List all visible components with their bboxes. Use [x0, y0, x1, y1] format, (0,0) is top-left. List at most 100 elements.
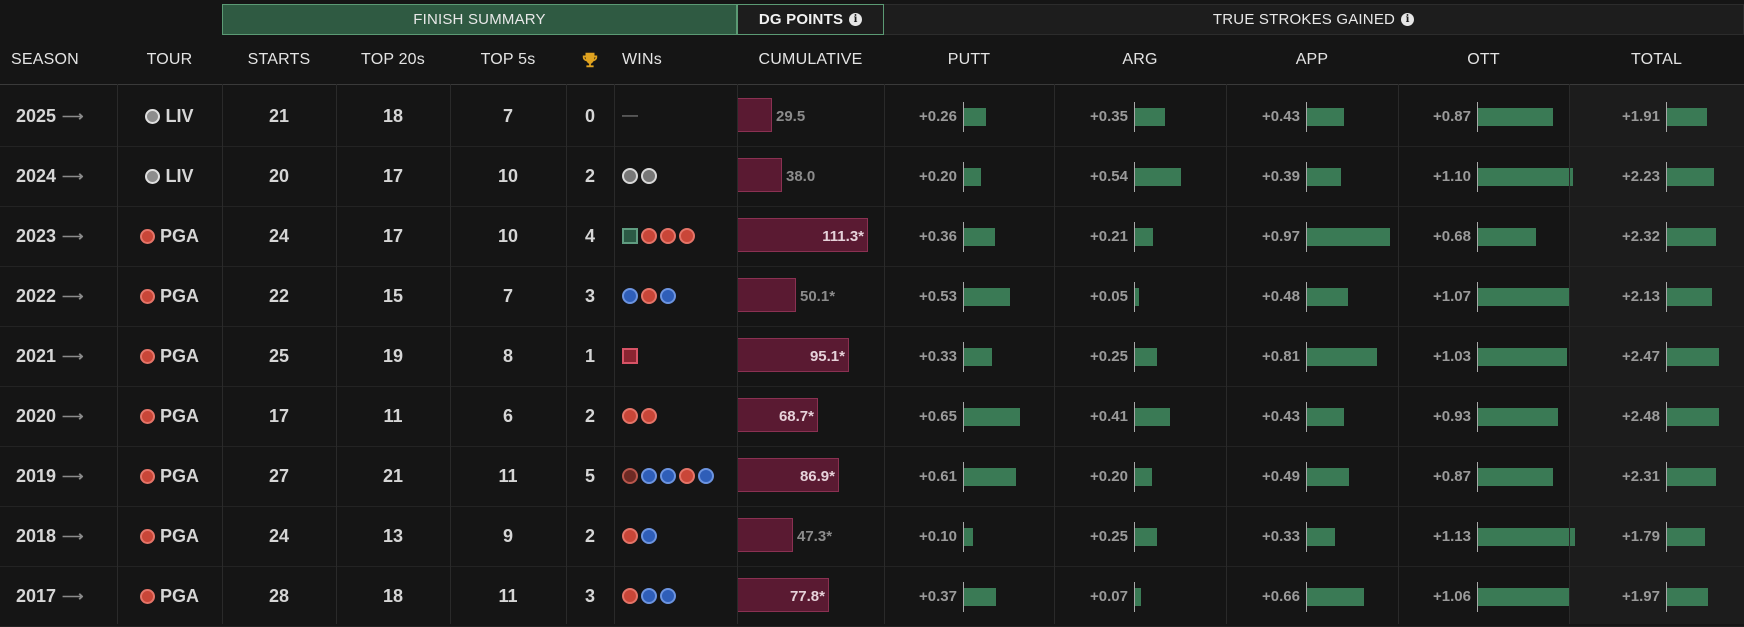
arrow-right-icon[interactable]: ⟶	[62, 108, 84, 125]
putt-value: +0.20	[919, 167, 957, 185]
col-cumulative[interactable]: CUMULATIVE	[758, 51, 863, 68]
true-strokes-gained-header[interactable]: TRUE STROKES GAINED i	[884, 4, 1744, 35]
win-marker-icon[interactable]	[641, 588, 657, 604]
table-row[interactable]: 2019 ⟶ PGA 27 21 11 5 86.9* +0.61 +0.20 +0.49 +0.87…	[0, 446, 1744, 507]
col-wins[interactable]: WINs	[622, 51, 662, 68]
table-row[interactable]: 2024 ⟶ LIV 20 17 10 2 38.0 +0.20 +0.54 +0.39 +1.10 +…	[0, 146, 1744, 207]
col-arg[interactable]: ARG	[1122, 51, 1158, 68]
arrow-right-icon[interactable]: ⟶	[62, 528, 84, 545]
win-marker-icon[interactable]	[641, 288, 657, 304]
finish-summary-label: FINISH SUMMARY	[413, 11, 546, 28]
total-bar	[1667, 588, 1708, 606]
win-marker-icon[interactable]	[622, 528, 638, 544]
top5-value: 10	[497, 225, 519, 246]
dg-points-cell: 111.3*	[737, 206, 884, 266]
arrow-right-icon[interactable]: ⟶	[62, 228, 84, 245]
col-season[interactable]: SEASON	[11, 51, 79, 68]
win-marker-icon[interactable]	[641, 168, 657, 184]
col-starts[interactable]: STARTS	[247, 51, 311, 68]
col-app[interactable]: APP	[1295, 51, 1329, 68]
total-axis	[1666, 462, 1667, 492]
win-marker-icon[interactable]	[622, 348, 638, 364]
wins-count: 1	[584, 345, 595, 366]
putt-axis	[963, 222, 964, 252]
finish-summary-header[interactable]: FINISH SUMMARY	[222, 4, 737, 35]
dg-points-cell: 38.0	[737, 146, 884, 206]
season-cell[interactable]: 2022 ⟶	[0, 266, 117, 326]
tour-label: PGA	[159, 285, 199, 306]
season-cell[interactable]: 2024 ⟶	[0, 146, 117, 206]
season-cell[interactable]: 2020 ⟶	[0, 386, 117, 446]
col-putt[interactable]: PUTT	[947, 51, 991, 68]
putt-value: +0.26	[919, 107, 957, 125]
win-markers	[614, 566, 737, 626]
total-bar	[1667, 528, 1705, 546]
col-total[interactable]: TOTAL	[1630, 51, 1683, 68]
win-marker-icon[interactable]	[679, 228, 695, 244]
tour-dot-icon	[145, 108, 161, 124]
info-icon[interactable]: i	[1401, 13, 1415, 26]
arrow-right-icon[interactable]: ⟶	[62, 588, 84, 605]
win-marker-icon[interactable]	[660, 468, 676, 484]
top20-value: 17	[382, 225, 404, 246]
season-year: 2023	[16, 225, 57, 246]
ott-bar	[1478, 528, 1575, 546]
win-marker-icon[interactable]	[622, 228, 638, 244]
win-marker-icon[interactable]	[660, 228, 676, 244]
season-cell[interactable]: 2025 ⟶	[0, 86, 117, 146]
season-cell[interactable]: 2019 ⟶	[0, 446, 117, 506]
win-marker-icon[interactable]	[660, 588, 676, 604]
dg-points-header[interactable]: DG POINTS i	[737, 4, 884, 35]
ott-value: +1.07	[1433, 287, 1471, 305]
win-marker-icon[interactable]	[622, 588, 638, 604]
table-row[interactable]: 2020 ⟶ PGA 17 11 6 2 68.7* +0.65 +0.41 +0.43 +0.93 +…	[0, 386, 1744, 447]
win-marker-icon[interactable]	[622, 168, 638, 184]
arrow-right-icon[interactable]: ⟶	[62, 468, 84, 485]
season-cell[interactable]: 2018 ⟶	[0, 506, 117, 566]
win-marker-icon[interactable]	[622, 408, 638, 424]
column-divider	[1398, 84, 1399, 624]
ott-value: +1.13	[1433, 527, 1471, 545]
col-tour[interactable]: TOUR	[146, 51, 193, 68]
arrow-right-icon[interactable]: ⟶	[62, 288, 84, 305]
win-marker-icon[interactable]	[622, 288, 638, 304]
win-marker-icon[interactable]	[641, 468, 657, 484]
win-marker-icon[interactable]	[641, 408, 657, 424]
table-row[interactable]: 2018 ⟶ PGA 24 13 9 2 47.3* +0.10 +0.25 +0.33 +1.13 +…	[0, 506, 1744, 567]
putt-value: +0.37	[919, 587, 957, 605]
col-top20[interactable]: TOP 20s	[361, 51, 425, 68]
app-axis	[1306, 222, 1307, 252]
trophy-icon[interactable]	[566, 36, 614, 84]
ott-bar	[1478, 468, 1553, 486]
win-marker-icon[interactable]	[641, 528, 657, 544]
col-top5[interactable]: TOP 5s	[480, 51, 536, 68]
top20-value: 11	[383, 405, 403, 426]
win-marker-icon[interactable]	[622, 468, 638, 484]
dg-points-value: 47.3*	[797, 527, 833, 545]
table-row[interactable]: 2023 ⟶ PGA 24 17 10 4 111.3* +0.36 +0.21 +0.97 +0.6…	[0, 206, 1744, 267]
table-row[interactable]: 2022 ⟶ PGA 22 15 7 3 50.1* +0.53 +0.05 +0.48 +1.07 +…	[0, 266, 1744, 327]
putt-axis	[963, 102, 964, 132]
info-icon[interactable]: i	[849, 13, 863, 26]
season-cell[interactable]: 2023 ⟶	[0, 206, 117, 266]
arrow-right-icon[interactable]: ⟶	[62, 348, 84, 365]
table-row[interactable]: 2017 ⟶ PGA 28 18 11 3 77.8* +0.37 +0.07 +0.66 +1.06…	[0, 566, 1744, 627]
ott-bar	[1478, 288, 1570, 306]
season-cell[interactable]: 2021 ⟶	[0, 326, 117, 386]
season-year: 2022	[16, 285, 57, 306]
table-row[interactable]: 2025 ⟶ LIV 21 18 7 0 — 29.5 +0.26 +0.35 +0.43 +0.87 +…	[0, 86, 1744, 147]
win-marker-icon[interactable]	[660, 288, 676, 304]
table-row[interactable]: 2021 ⟶ PGA 25 19 8 1 95.1* +0.33 +0.25 +0.81 +1.03 +…	[0, 326, 1744, 387]
win-marker-icon[interactable]	[679, 468, 695, 484]
arg-axis	[1134, 282, 1135, 312]
arrow-right-icon[interactable]: ⟶	[62, 408, 84, 425]
app-bar	[1307, 348, 1377, 366]
win-marker-icon[interactable]	[698, 468, 714, 484]
ott-value: +0.87	[1433, 107, 1471, 125]
season-cell[interactable]: 2017 ⟶	[0, 566, 117, 626]
win-marker-icon[interactable]	[641, 228, 657, 244]
col-ott[interactable]: OTT	[1467, 51, 1500, 68]
wins-count: 2	[584, 165, 595, 186]
arrow-right-icon[interactable]: ⟶	[62, 168, 84, 185]
app-bar	[1307, 588, 1364, 606]
